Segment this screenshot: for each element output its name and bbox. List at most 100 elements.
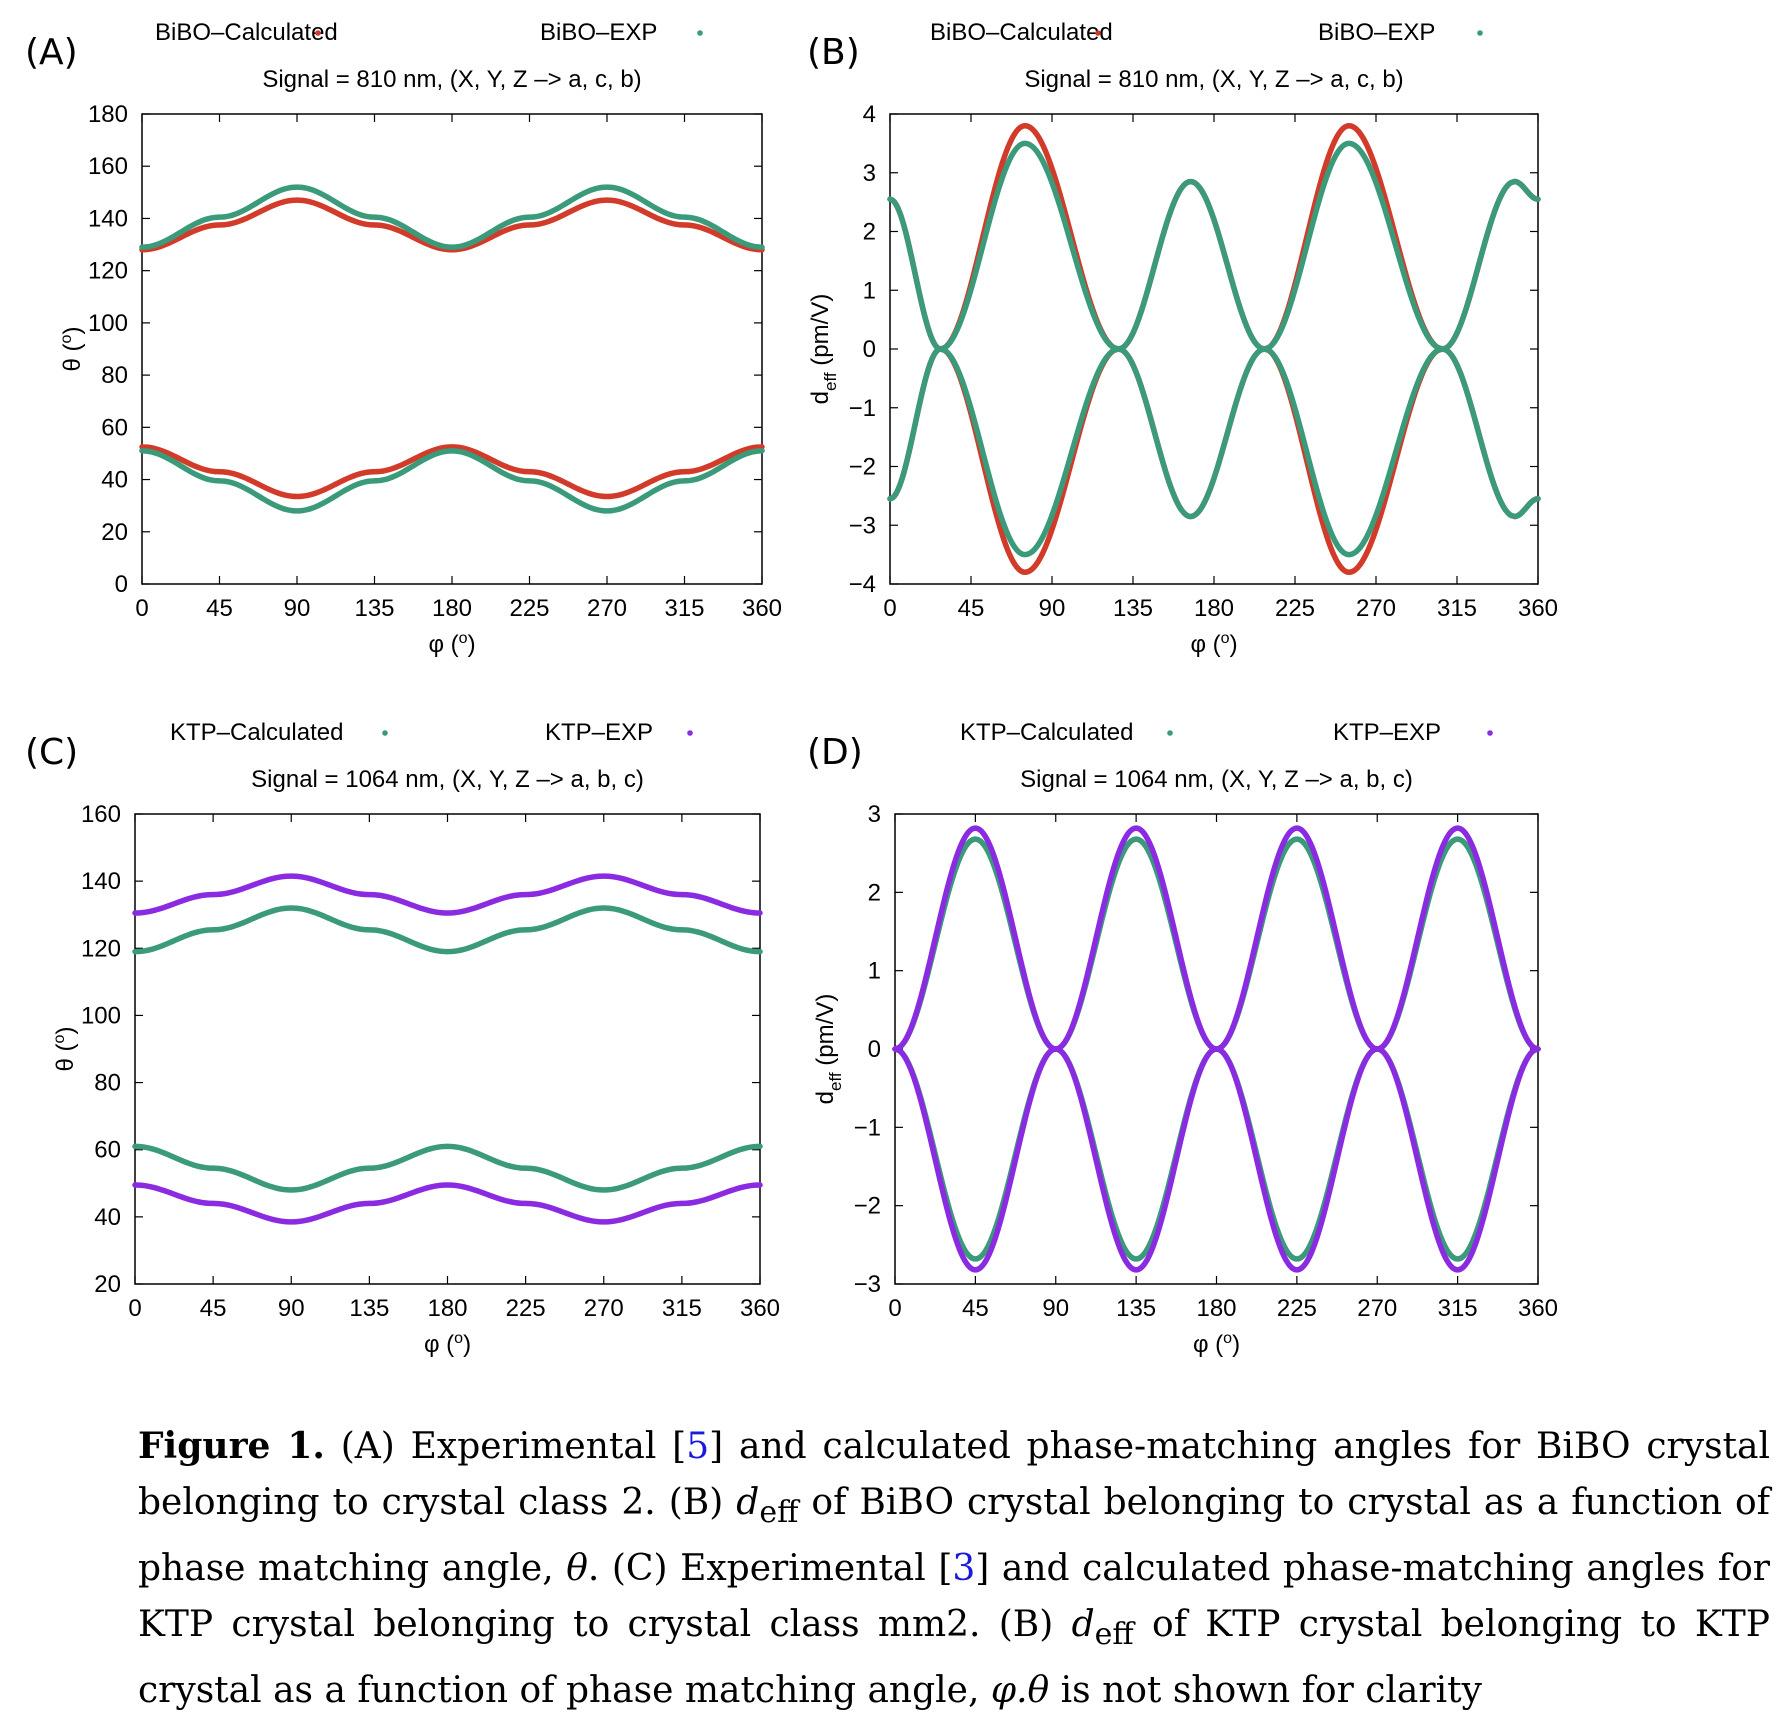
y-tick-label: 3	[868, 801, 881, 828]
x-axis-label-text: φ (o)	[1190, 630, 1237, 658]
y-axis-label: θ (o)	[51, 1027, 79, 1072]
series-line	[887, 140, 1541, 520]
chart-title: Signal = 1064 nm, (X, Y, Z –> a, b, c)	[1020, 766, 1413, 793]
y-tick-label: −1	[854, 1114, 881, 1141]
y-tick-label: 140	[81, 868, 121, 895]
x-tick-label: 180	[1196, 1295, 1236, 1322]
x-tick-label: 315	[1437, 595, 1477, 622]
x-tick-label: 0	[135, 595, 148, 622]
y-tick-label: −1	[849, 395, 876, 422]
legend-marker	[1477, 30, 1483, 36]
y-axis-label-text: deff (pm/V)	[812, 994, 845, 1105]
y-tick-label: −3	[849, 512, 876, 539]
legend-label: BiBO–EXP	[540, 19, 657, 46]
caption-figure-label: Figure 1.	[138, 1425, 325, 1467]
x-tick-label: 360	[742, 595, 782, 622]
y-tick-label: 100	[81, 1002, 121, 1029]
x-tick-label: 270	[1356, 595, 1396, 622]
y-tick-label: 1	[868, 958, 881, 985]
caption-text: is not shown for clarity	[1049, 1670, 1482, 1712]
x-axis-label: φ (o)	[428, 630, 475, 658]
figure-caption: Figure 1. (A) Experimental [5] and calcu…	[138, 1418, 1770, 1719]
x-axis-label: φ (o)	[1193, 1330, 1240, 1358]
y-tick-label: 20	[101, 519, 128, 546]
series-line	[892, 836, 1541, 1052]
y-tick-label: 80	[101, 362, 128, 389]
y-axis-label: θ (o)	[58, 327, 86, 372]
y-tick-label: 2	[863, 219, 876, 246]
x-tick-label: 45	[206, 595, 233, 622]
chart-d: KTP–Calculated KTP–EXP Signal = 1064 nm, (…	[812, 719, 1558, 1358]
y-tick-label: 40	[94, 1204, 121, 1231]
caption-ref-link[interactable]: 5	[686, 1426, 710, 1467]
x-tick-label: 225	[506, 1295, 546, 1322]
panel-c-letter: (C)	[25, 732, 79, 773]
y-axis-label-text: deff (pm/V)	[807, 294, 840, 405]
y-tick-label: 1	[863, 277, 876, 304]
series-line	[887, 123, 1541, 520]
y-tick-label: 0	[868, 1036, 881, 1063]
y-tick-label: 160	[88, 153, 128, 180]
x-axis-label: φ (o)	[1190, 630, 1237, 658]
y-tick-label: 140	[88, 205, 128, 232]
x-tick-label: 180	[427, 1295, 467, 1322]
caption-math: d	[736, 1482, 760, 1523]
x-tick-label: 135	[349, 1295, 389, 1322]
x-tick-label: 225	[1277, 1295, 1317, 1322]
x-tick-label: 180	[1194, 595, 1234, 622]
x-tick-label: 0	[888, 1295, 901, 1322]
x-tick-label: 315	[1438, 1295, 1478, 1322]
y-tick-label: 20	[94, 1271, 121, 1298]
series-line	[139, 448, 765, 514]
x-tick-label: 45	[962, 1295, 989, 1322]
caption-math-sub: eff	[759, 1495, 799, 1531]
x-tick-label: 135	[354, 595, 394, 622]
y-tick-label: 0	[863, 336, 876, 363]
caption-ref-link[interactable]: 3	[952, 1548, 976, 1590]
panel-d-letter: (D)	[807, 732, 863, 773]
legend-marker	[1487, 730, 1493, 736]
series-line	[132, 905, 763, 955]
series-line	[892, 1046, 1541, 1262]
series-line	[132, 1143, 763, 1193]
x-tick-label: 225	[509, 595, 549, 622]
x-axis-label-text: φ (o)	[424, 1330, 471, 1358]
y-tick-label: −3	[854, 1271, 881, 1298]
chart-c: KTP–Calculated KTP–EXP Signal = 1064 nm, (…	[51, 719, 780, 1358]
series-line	[892, 1046, 1541, 1273]
x-axis-label-text: φ (o)	[428, 630, 475, 658]
x-tick-label: 90	[284, 595, 311, 622]
series-line	[132, 1182, 763, 1225]
x-tick-label: 45	[200, 1295, 227, 1322]
chart-title: Signal = 1064 nm, (X, Y, Z –> a, b, c)	[251, 766, 644, 793]
legend-label: KTP–EXP	[545, 719, 653, 746]
y-tick-label: 100	[88, 310, 128, 337]
x-tick-label: 45	[958, 595, 985, 622]
caption-math-sub: eff	[1094, 1617, 1134, 1653]
x-tick-label: 90	[1039, 595, 1066, 622]
caption-text: ] and calculated phase-matching angles f…	[138, 1548, 1770, 1646]
caption-text: ] and calculated phase-matching angles f…	[138, 1426, 1771, 1523]
series-line	[887, 178, 1541, 575]
x-tick-label: 315	[662, 1295, 702, 1322]
x-axis-label: φ (o)	[424, 1330, 471, 1358]
caption-math: d	[1071, 1604, 1095, 1646]
y-tick-label: 60	[94, 1137, 121, 1164]
y-tick-label: 120	[81, 935, 121, 962]
y-tick-label: 40	[101, 467, 128, 494]
legend-label: KTP–Calculated	[960, 719, 1133, 746]
x-tick-label: 270	[587, 595, 627, 622]
x-tick-label: 360	[1518, 595, 1558, 622]
x-tick-label: 180	[432, 595, 472, 622]
y-tick-label: 3	[863, 160, 876, 187]
legend-label: BiBO–Calculated	[930, 19, 1113, 46]
legend-label: BiBO–EXP	[1318, 19, 1435, 46]
legend-marker	[382, 730, 388, 736]
series-line	[132, 873, 763, 916]
y-tick-label: 0	[115, 571, 128, 598]
legend-label: KTP–Calculated	[170, 719, 343, 746]
y-tick-label: 4	[863, 101, 876, 128]
x-tick-label: 270	[584, 1295, 624, 1322]
x-tick-label: 360	[1518, 1295, 1558, 1322]
